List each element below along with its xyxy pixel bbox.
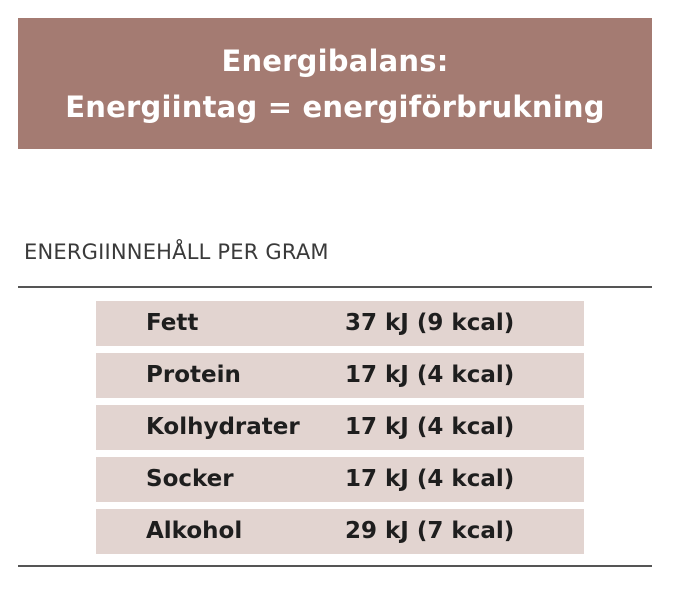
nutrient-name: Alkohol bbox=[146, 518, 243, 544]
energy-value: 17 kJ (4 kcal) bbox=[345, 362, 515, 388]
table-row: Protein 17 kJ (4 kcal) bbox=[96, 353, 584, 398]
table-row: Fett 37 kJ (9 kcal) bbox=[96, 301, 584, 346]
energy-value: 29 kJ (7 kcal) bbox=[345, 518, 515, 544]
table-row: Alkohol 29 kJ (7 kcal) bbox=[96, 509, 584, 554]
table-row: Socker 17 kJ (4 kcal) bbox=[96, 457, 584, 502]
energy-value: 37 kJ (9 kcal) bbox=[345, 310, 515, 336]
banner-title-line-2: Energiintag = energiförbrukning bbox=[65, 89, 605, 124]
energy-value: 17 kJ (4 kcal) bbox=[345, 414, 515, 440]
nutrient-name: Kolhydrater bbox=[146, 414, 300, 440]
nutrient-name: Fett bbox=[146, 310, 199, 336]
title-banner: Energibalans: Energiintag = energiförbru… bbox=[18, 18, 652, 149]
energy-value: 17 kJ (4 kcal) bbox=[345, 466, 515, 492]
table-row: Kolhydrater 17 kJ (4 kcal) bbox=[96, 405, 584, 450]
bottom-divider bbox=[18, 565, 652, 567]
banner-title-line-1: Energibalans: bbox=[221, 43, 449, 78]
nutrient-name: Socker bbox=[146, 466, 234, 492]
section-heading: ENERGIINNEHÅLL PER GRAM bbox=[24, 240, 329, 264]
top-divider bbox=[18, 286, 652, 288]
nutrient-name: Protein bbox=[146, 362, 241, 388]
energy-table: Fett 37 kJ (9 kcal) Protein 17 kJ (4 kca… bbox=[96, 301, 584, 561]
